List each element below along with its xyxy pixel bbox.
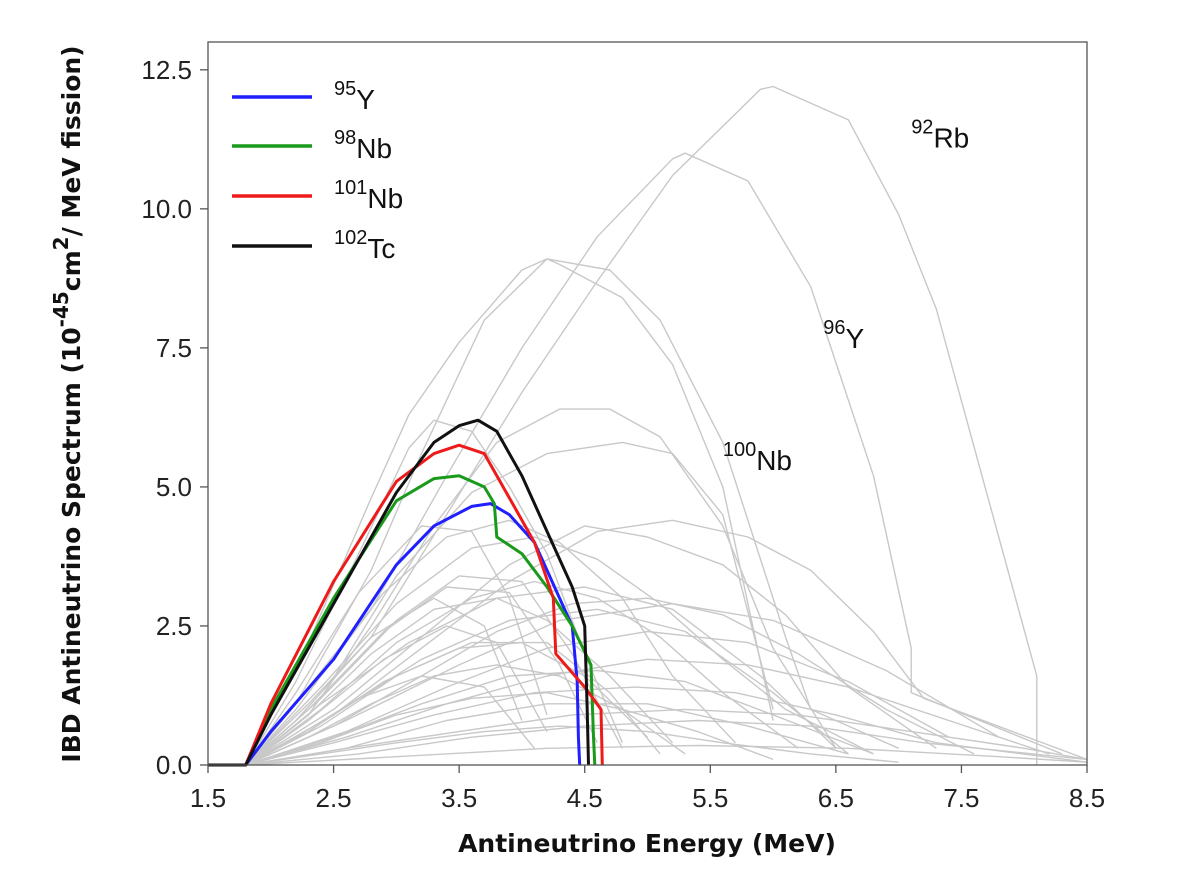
background-spectrum-line bbox=[245, 519, 1088, 766]
series-line-95y bbox=[208, 502, 582, 767]
background-spectrum-line bbox=[245, 708, 1088, 766]
background-spectrum-line bbox=[245, 525, 937, 766]
annotation-92rb: 92Rb bbox=[911, 117, 969, 154]
background-spectrum-line bbox=[245, 258, 774, 766]
background-spectrum-line bbox=[245, 669, 874, 766]
x-tick-label: 4.5 bbox=[567, 783, 603, 813]
background-spectrum-line bbox=[245, 675, 536, 766]
background-spectrum-line bbox=[245, 152, 1063, 766]
x-tick-label: 2.5 bbox=[315, 783, 351, 813]
series-line-102tc bbox=[208, 418, 590, 767]
background-spectrum-line bbox=[245, 603, 1000, 766]
highlighted-spectra bbox=[208, 418, 604, 767]
x-tick-label: 8.5 bbox=[1069, 783, 1105, 813]
annotation-96y: 96Y bbox=[823, 317, 864, 354]
y-tick-label: 2.5 bbox=[156, 611, 192, 641]
y-tick-label: 7.5 bbox=[156, 333, 192, 363]
background-spectra bbox=[245, 85, 1088, 766]
x-tick-label: 5.5 bbox=[692, 783, 728, 813]
background-spectrum-line bbox=[245, 586, 598, 766]
y-tick-label: 0.0 bbox=[156, 750, 192, 780]
legend: 95Y 98Nb 101Nb 102Tc bbox=[232, 78, 403, 264]
series-line-101nb bbox=[208, 443, 604, 767]
y-axis-title: IBD Antineutrino Spectrum (10-45cm2/ MeV… bbox=[49, 45, 86, 762]
background-spectrum-line bbox=[245, 630, 950, 766]
background-spectrum-line bbox=[245, 641, 661, 766]
x-tick-label: 1.5 bbox=[190, 783, 226, 813]
background-spectrum-line bbox=[245, 703, 849, 766]
x-tick-label: 6.5 bbox=[818, 783, 854, 813]
legend-label-101nb: 101Nb bbox=[334, 177, 403, 214]
background-spectrum-line bbox=[245, 686, 1088, 766]
legend-label-95y: 95Y bbox=[334, 78, 375, 115]
y-tick-label: 12.5 bbox=[141, 55, 192, 85]
background-spectrum-line bbox=[245, 575, 624, 766]
background-spectrum-line bbox=[245, 658, 1050, 766]
background-spectrum-line bbox=[245, 725, 899, 766]
y-axis-ticks: 0.0 2.5 5.0 7.5 10.0 12.5 bbox=[141, 55, 208, 780]
legend-label-98nb: 98Nb bbox=[334, 127, 392, 164]
x-tick-label: 7.5 bbox=[943, 783, 979, 813]
background-spectrum-line bbox=[245, 744, 1088, 766]
y-tick-label: 5.0 bbox=[156, 472, 192, 502]
background-spectrum-line bbox=[245, 692, 774, 766]
background-spectrum-line bbox=[245, 586, 837, 766]
background-spectrum-line bbox=[245, 625, 548, 766]
x-tick-label: 3.5 bbox=[441, 783, 477, 813]
isotope-annotations: 92Rb 96Y 100Nb bbox=[723, 117, 969, 477]
x-axis-ticks: 1.5 2.5 3.5 4.5 5.5 6.5 7.5 8.5 bbox=[190, 765, 1105, 813]
legend-label-102tc: 102Tc bbox=[334, 227, 395, 264]
series-line-98nb bbox=[208, 474, 597, 767]
background-spectrum-line bbox=[245, 519, 736, 766]
background-spectrum-line bbox=[245, 525, 548, 766]
plot-frame bbox=[207, 41, 1088, 766]
y-tick-label: 10.0 bbox=[141, 194, 192, 224]
background-spectrum-line bbox=[245, 441, 774, 766]
x-axis-title: Antineutrino Energy (MeV) bbox=[458, 829, 836, 858]
annotation-100nb: 100Nb bbox=[723, 439, 792, 476]
